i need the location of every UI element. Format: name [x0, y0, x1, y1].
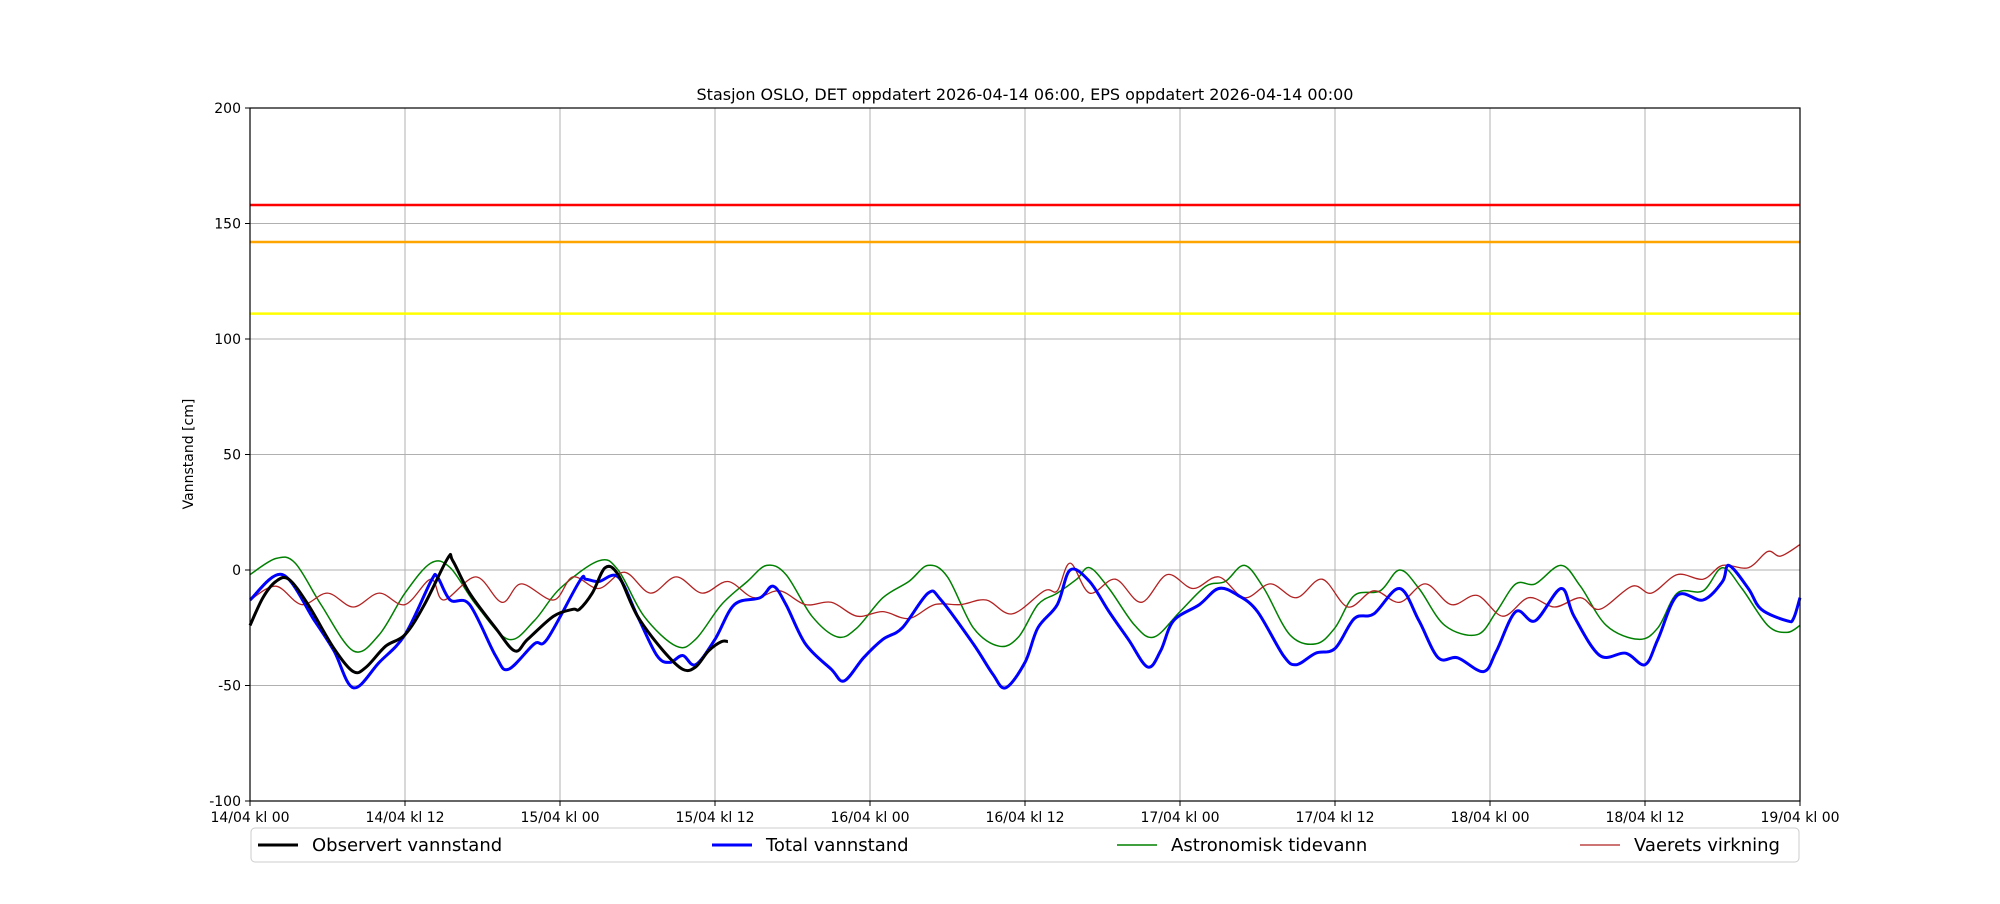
x-tick-label: 18/04 kl 00: [1450, 810, 1529, 826]
series-line-astronomisk-tidevann: [249, 556, 1801, 653]
x-tick-label: 19/04 kl 00: [1760, 810, 1839, 826]
y-tick-label: -50: [218, 679, 241, 695]
x-tick-label: 15/04 kl 00: [520, 810, 599, 826]
grid: [249, 107, 1801, 802]
legend-frame: [250, 827, 1800, 863]
axis-ticks: 14/04 kl 00 14/04 kl 12 15/04 kl 00 15/04 k…: [209, 101, 1839, 826]
series-lines: [248, 544, 1802, 690]
series-line-total-vannstand: [248, 563, 1802, 690]
threshold-lines: [250, 203, 1800, 315]
x-tick-label: 14/04 kl 00: [210, 810, 289, 826]
y-tick-label: 200: [214, 101, 241, 117]
x-tick-label: 16/04 kl 00: [830, 810, 909, 826]
x-tick-label: 16/04 kl 12: [985, 810, 1064, 826]
x-tick-label: 17/04 kl 00: [1140, 810, 1219, 826]
legend-label: Observert vannstand: [312, 835, 502, 856]
chart-title: Stasjon OSLO, DET oppdatert 2026-04-14 0…: [697, 85, 1354, 104]
legend-label: Astronomisk tidevann: [1171, 835, 1367, 856]
y-tick-label: 150: [214, 217, 241, 233]
x-tick-label: 14/04 kl 12: [365, 810, 444, 826]
legend-label: Total vannstand: [765, 835, 909, 856]
legend-label: Vaerets virkning: [1634, 835, 1780, 856]
y-tick-label: -100: [209, 794, 241, 810]
series-line-observert-vannstand: [248, 552, 729, 675]
x-tick-label: 17/04 kl 12: [1295, 810, 1374, 826]
x-tick-label: 15/04 kl 12: [675, 810, 754, 826]
legend: Observert vannstand Total vannstand Astron…: [250, 827, 1800, 863]
x-tick-label: 18/04 kl 12: [1605, 810, 1684, 826]
y-tick-label: 100: [214, 332, 241, 348]
y-axis-label: Vannstand [cm]: [181, 399, 197, 510]
y-tick-label: 50: [223, 448, 241, 464]
y-tick-label: 0: [232, 563, 241, 579]
